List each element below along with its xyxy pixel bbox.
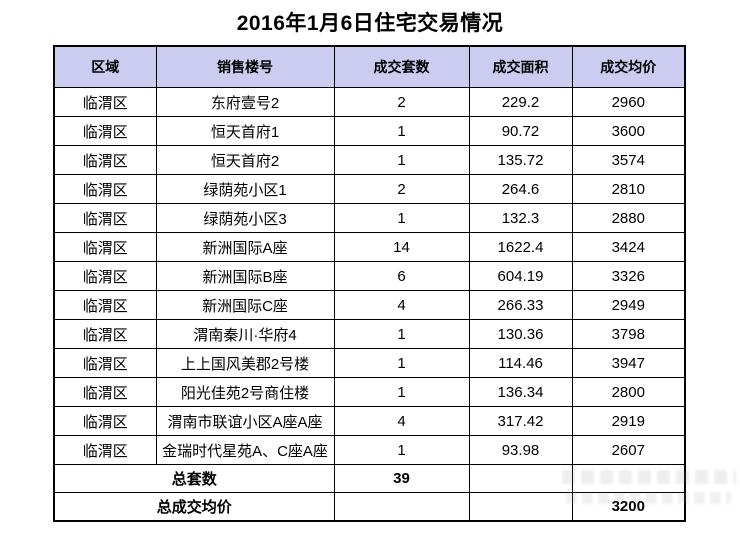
cell-units: 1 (333, 377, 470, 407)
cell-area: 264.6 (468, 174, 573, 204)
cell-price: 3574 (571, 145, 686, 175)
cell-units: 2 (333, 87, 470, 117)
table-totals: 总套数 39 总成交均价 3200 (53, 464, 686, 522)
cell-units: 1 (333, 348, 470, 378)
empty-cell (333, 492, 470, 522)
cell-area: 604.19 (468, 261, 573, 291)
cell-units: 4 (333, 406, 470, 436)
cell-price: 2810 (571, 174, 686, 204)
cell-building: 恒天首府1 (155, 116, 335, 146)
cell-area: 130.36 (468, 319, 573, 349)
cell-units: 4 (333, 290, 470, 320)
cell-building: 恒天首府2 (155, 145, 335, 175)
cell-area: 1622.4 (468, 232, 573, 262)
cell-region: 临渭区 (53, 203, 157, 233)
cell-price: 2919 (571, 406, 686, 436)
empty-cell (468, 464, 573, 493)
cell-building: 绿荫苑小区3 (155, 203, 335, 233)
cell-units: 2 (333, 174, 470, 204)
cell-price: 3424 (571, 232, 686, 262)
cell-building: 东府壹号2 (155, 87, 335, 117)
table-row: 临渭区 恒天首府2 1 135.72 3574 (53, 145, 686, 175)
total-price-row: 总成交均价 3200 (53, 492, 686, 522)
total-units-value: 39 (333, 464, 470, 493)
col-header-region: 区域 (53, 45, 157, 88)
cell-price: 2880 (571, 203, 686, 233)
cell-price: 2607 (571, 435, 686, 465)
total-units-label: 总套数 (53, 464, 335, 493)
empty-cell (468, 492, 573, 522)
col-header-area: 成交面积 (468, 45, 573, 88)
table-body: 临渭区 东府壹号2 2 229.2 2960 临渭区 恒天首府1 1 90.72 3600 临渭区恒… (53, 87, 686, 465)
cell-region: 临渭区 (53, 232, 157, 262)
table-header: 区域 销售楼号 成交套数 成交面积 成交均价 (53, 45, 686, 88)
table-row: 临渭区 阳光佳苑2号商住楼 1 136.34 2800 (53, 377, 686, 407)
col-header-building: 销售楼号 (155, 45, 335, 88)
cell-units: 1 (333, 435, 470, 465)
table-row: 临渭区 新洲国际B座 6 604.19 3326 (53, 261, 686, 291)
cell-region: 临渭区 (53, 319, 157, 349)
cell-region: 临渭区 (53, 348, 157, 378)
cell-region: 临渭区 (53, 116, 157, 146)
cell-building: 渭南市联谊小区A座A座 (155, 406, 335, 436)
transactions-table: 区域 销售楼号 成交套数 成交面积 成交均价 临渭区 东府壹号2 2 229.2 296… (53, 45, 686, 522)
table-row: 临渭区 绿荫苑小区3 1 132.3 2880 (53, 203, 686, 233)
cell-area: 132.3 (468, 203, 573, 233)
cell-building: 绿荫苑小区1 (155, 174, 335, 204)
table-row: 临渭区 新洲国际C座 4 266.33 2949 (53, 290, 686, 320)
cell-price: 2800 (571, 377, 686, 407)
cell-region: 临渭区 (53, 406, 157, 436)
cell-units: 1 (333, 116, 470, 146)
total-price-value: 3200 (571, 492, 686, 522)
cell-region: 临渭区 (53, 290, 157, 320)
cell-building: 上上国风美郡2号楼 (155, 348, 335, 378)
cell-area: 136.34 (468, 377, 573, 407)
cell-building: 阳光佳苑2号商住楼 (155, 377, 335, 407)
cell-area: 93.98 (468, 435, 573, 465)
total-units-row: 总套数 39 (53, 464, 686, 493)
col-header-price: 成交均价 (571, 45, 686, 88)
cell-price: 3326 (571, 261, 686, 291)
cell-region: 临渭区 (53, 377, 157, 407)
cell-area: 229.2 (468, 87, 573, 117)
cell-price: 3947 (571, 348, 686, 378)
col-header-units: 成交套数 (333, 45, 470, 88)
header-row: 区域 销售楼号 成交套数 成交面积 成交均价 (53, 45, 686, 88)
cell-region: 临渭区 (53, 145, 157, 175)
cell-area: 266.33 (468, 290, 573, 320)
table-row: 临渭区 新洲国际A座 14 1622.4 3424 (53, 232, 686, 262)
cell-area: 90.72 (468, 116, 573, 146)
cell-area: 317.42 (468, 406, 573, 436)
table-row: 临渭区 东府壹号2 2 229.2 2960 (53, 87, 686, 117)
table-row: 临渭区 上上国风美郡2号楼 1 114.46 3947 (53, 348, 686, 378)
cell-price: 3600 (571, 116, 686, 146)
page-title: 2016年1月6日住宅交易情况 (236, 12, 504, 35)
cell-building: 金瑞时代星苑A、C座A座 (155, 435, 335, 465)
cell-region: 临渭区 (53, 435, 157, 465)
cell-units: 1 (333, 203, 470, 233)
cell-price: 2949 (571, 290, 686, 320)
table-row: 临渭区 恒天首府1 1 90.72 3600 (53, 116, 686, 146)
cell-area: 135.72 (468, 145, 573, 175)
cell-units: 1 (333, 319, 470, 349)
table-row: 临渭区 渭南秦川·华府4 1 130.36 3798 (53, 319, 686, 349)
table-row: 临渭区 绿荫苑小区1 2 264.6 2810 (53, 174, 686, 204)
table-row: 临渭区 渭南市联谊小区A座A座 4 317.42 2919 (53, 406, 686, 436)
cell-region: 临渭区 (53, 261, 157, 291)
cell-building: 新洲国际B座 (155, 261, 335, 291)
cell-region: 临渭区 (53, 174, 157, 204)
cell-region: 临渭区 (53, 87, 157, 117)
cell-building: 新洲国际C座 (155, 290, 335, 320)
cell-units: 1 (333, 145, 470, 175)
cell-units: 14 (333, 232, 470, 262)
cell-price: 3798 (571, 319, 686, 349)
cell-building: 渭南秦川·华府4 (155, 319, 335, 349)
empty-cell (571, 464, 686, 493)
total-price-label: 总成交均价 (53, 492, 335, 522)
cell-area: 114.46 (468, 348, 573, 378)
cell-price: 2960 (571, 87, 686, 117)
cell-building: 新洲国际A座 (155, 232, 335, 262)
cell-units: 6 (333, 261, 470, 291)
table-row: 临渭区 金瑞时代星苑A、C座A座 1 93.98 2607 (53, 435, 686, 465)
